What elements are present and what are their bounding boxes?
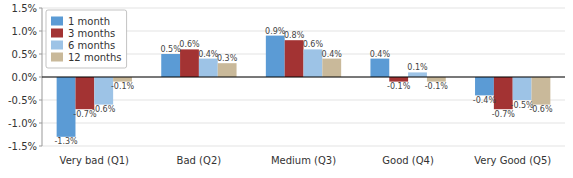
legend-label: 3 months [68, 28, 115, 39]
y-tick-label: 1.0% [12, 26, 37, 37]
legend-swatch [51, 17, 63, 26]
data-labels: -1.3%0.5%0.9%0.4%-0.4%-0.7%0.6%0.8%-0.1%… [54, 27, 552, 147]
bar [57, 77, 76, 137]
data-label: -0.6% [92, 105, 116, 114]
y-axis: -1.5% -1.0% -0.5% 0.0% 0.5% 1.0% 1.5% [8, 3, 42, 152]
bar [113, 77, 132, 82]
bar [322, 59, 341, 77]
bar [408, 72, 427, 77]
legend-swatch [51, 53, 63, 62]
bar [199, 59, 218, 77]
y-tick-label: 1.5% [12, 3, 37, 14]
grid-line [42, 146, 565, 147]
data-label: 0.5% [160, 45, 181, 54]
data-label: 0.3% [217, 54, 238, 63]
grid-line [42, 123, 565, 124]
data-label: -0.1% [425, 82, 449, 91]
data-label: -1.3% [54, 137, 78, 146]
bar [161, 54, 180, 77]
x-tick-label: Very Good (Q5) [474, 155, 551, 166]
x-tick-label: Medium (Q3) [271, 155, 336, 166]
data-label: -0.6% [529, 105, 553, 114]
y-tick-label: -1.5% [8, 141, 37, 152]
x-tick-label: Very bad (Q1) [60, 155, 130, 166]
bar [532, 77, 551, 105]
data-label: -0.4% [473, 96, 497, 105]
data-label: 0.8% [284, 31, 305, 40]
legend-label: 1 month [68, 16, 110, 27]
data-label: 0.1% [407, 63, 428, 72]
bar [389, 77, 408, 82]
data-label: 0.6% [303, 40, 324, 49]
bar [513, 77, 532, 100]
bar [370, 59, 389, 77]
legend-swatch [51, 29, 63, 38]
bars [57, 36, 551, 137]
bar [304, 49, 323, 77]
y-tick-label: 0.5% [12, 49, 37, 60]
grid [42, 8, 565, 146]
zero-line [42, 77, 565, 78]
bar [218, 63, 237, 77]
bar [285, 40, 304, 77]
grid-line [42, 77, 565, 78]
bar [180, 49, 199, 77]
legend-label: 12 months [68, 52, 122, 63]
data-label: 0.9% [265, 27, 286, 36]
y-tick-label: -1.0% [8, 118, 37, 129]
data-label: 0.4% [370, 50, 391, 59]
bar [266, 36, 285, 77]
chart-container: -1.5% -1.0% -0.5% 0.0% 0.5% 1.0% 1.5% -1.3% 0.5%… [0, 0, 573, 178]
page: {"chart_data": {"type": "bar", "categori… [0, 0, 573, 178]
legend: 1 month3 months6 months12 months [46, 10, 127, 68]
data-label: -0.1% [387, 82, 411, 91]
data-label: 0.4% [322, 50, 343, 59]
data-label: 0.4% [198, 50, 219, 59]
legend-label: 6 months [68, 40, 115, 51]
grid-line [42, 8, 565, 9]
legend-swatch [51, 41, 63, 50]
bar [427, 77, 446, 82]
chart-svg: -1.5% -1.0% -0.5% 0.0% 0.5% 1.0% 1.5% -1.3% 0.5%… [0, 0, 573, 178]
bar [475, 77, 494, 95]
x-axis: Very bad (Q1) Bad (Q2) Medium (Q3) Good (Q4… [60, 155, 552, 166]
data-label: -0.1% [111, 82, 135, 91]
y-tick-label: -0.5% [8, 95, 37, 106]
legend-frame [46, 10, 127, 68]
x-tick-label: Bad (Q2) [177, 155, 222, 166]
y-tick-label: 0.0% [12, 72, 37, 83]
data-label: -0.7% [492, 110, 516, 119]
data-label: 0.6% [179, 40, 200, 49]
x-tick-label: Good (Q4) [382, 155, 434, 166]
